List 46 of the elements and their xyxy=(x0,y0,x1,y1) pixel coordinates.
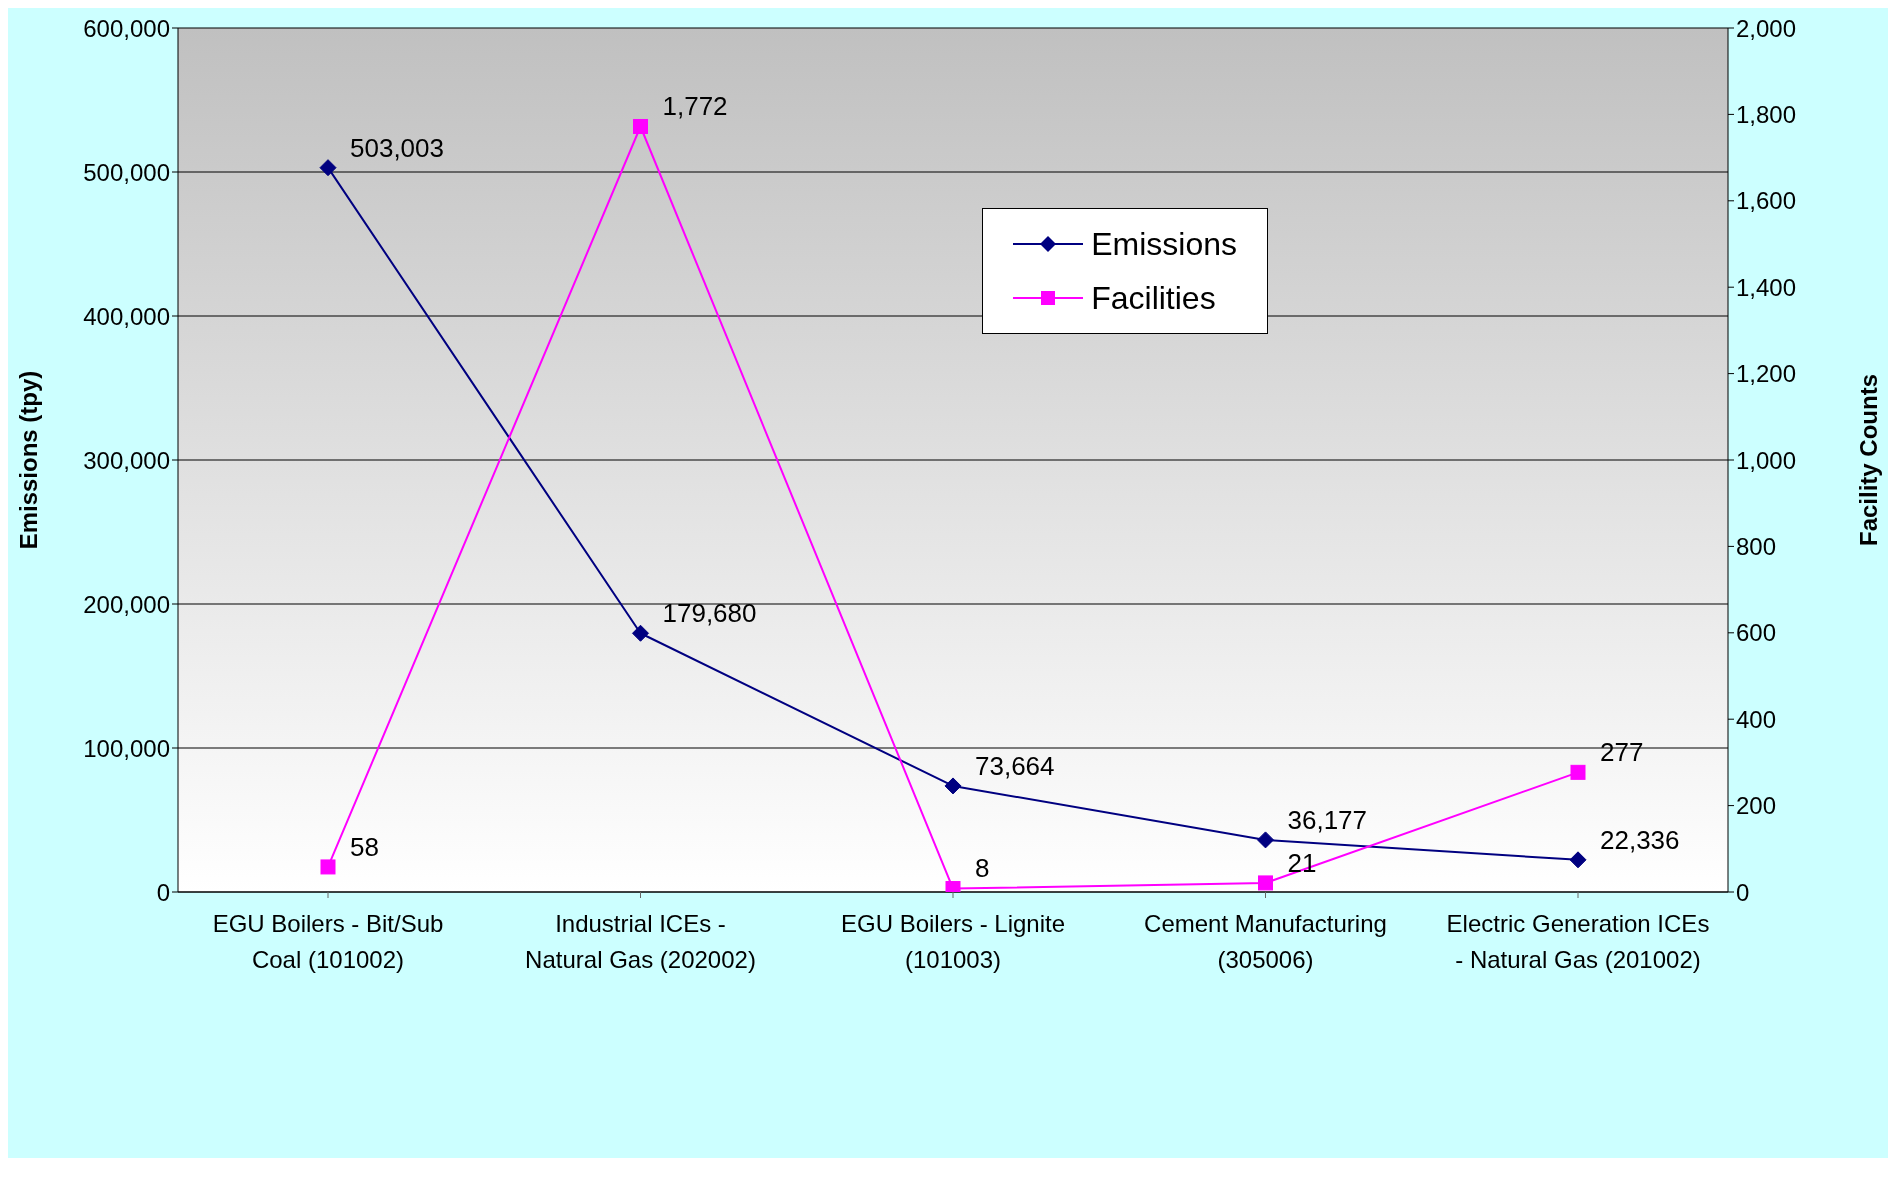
y2-tick-label: 400 xyxy=(1736,705,1777,733)
point xyxy=(632,624,649,642)
data-label: 179,680 xyxy=(662,598,757,629)
legend-label: Emissions xyxy=(1091,225,1237,263)
y2-axis-title: Facility Counts xyxy=(1854,373,1882,547)
data-label: 503,003 xyxy=(350,132,444,163)
point xyxy=(1258,875,1273,891)
y-tick-label: 100,000 xyxy=(83,734,170,762)
x-tick-label: Cement Manufacturing (305006) xyxy=(1144,910,1387,973)
point xyxy=(320,859,336,875)
y2-tick-label: 200 xyxy=(1736,792,1777,820)
y-tick-label: 300,000 xyxy=(83,446,170,474)
y2-tick-label: 1,800 xyxy=(1736,100,1797,128)
data-label: 22,336 xyxy=(1600,824,1680,855)
point xyxy=(633,119,648,134)
point xyxy=(319,159,337,177)
point xyxy=(1257,831,1274,849)
y2-tick-label: 1,000 xyxy=(1736,446,1797,474)
y-tick-label: 600,000 xyxy=(83,14,170,42)
point xyxy=(1570,764,1586,780)
x-tick-label: Electric Generation ICEs - Natural Gas (201002) xyxy=(1446,910,1710,973)
y-tick-label: 0 xyxy=(156,878,170,906)
point xyxy=(944,777,962,795)
y-tick-label: 500,000 xyxy=(83,158,170,186)
y-tick-label: 400,000 xyxy=(83,302,170,330)
y2-tick-label: 800 xyxy=(1736,532,1777,560)
x-tick-label: Industrial ICEs - Natural Gas (202002) xyxy=(525,910,756,973)
y2-tick-label: 2,000 xyxy=(1736,14,1797,42)
y2-tick-label: 1,400 xyxy=(1736,273,1797,301)
data-label: 8 xyxy=(975,853,990,884)
point xyxy=(1569,851,1587,869)
data-label: 21 xyxy=(1287,847,1317,878)
data-label: 36,177 xyxy=(1287,804,1368,835)
data-label: 277 xyxy=(1600,737,1644,768)
y2-tick-label: 1,200 xyxy=(1736,360,1797,388)
y2-tick-label: 0 xyxy=(1736,878,1750,906)
data-label: 58 xyxy=(350,831,379,862)
x-tick-label: EGU Boilers - Lignite (101003) xyxy=(840,910,1066,973)
x-tick-label: EGU Boilers - Bit/Sub Coal (101002) xyxy=(212,910,444,973)
y-axis-title: Emissions (tpy) xyxy=(14,370,42,550)
data-label: 73,664 xyxy=(975,750,1055,781)
legend-label: Facilities xyxy=(1091,279,1216,317)
y-tick-label: 200,000 xyxy=(83,590,170,618)
y2-tick-label: 1,600 xyxy=(1736,187,1797,215)
y2-tick-label: 600 xyxy=(1736,619,1777,647)
data-label: 1,772 xyxy=(662,91,728,122)
